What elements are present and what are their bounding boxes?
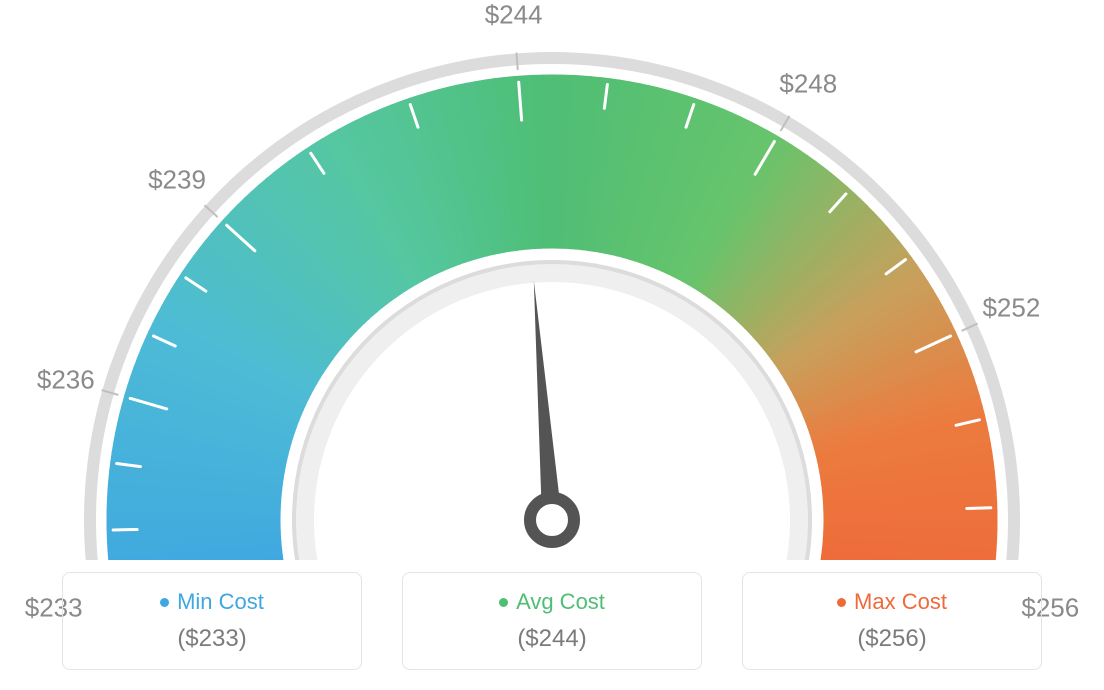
gauge-tick-label: $252 (982, 292, 1040, 323)
legend-card-max: Max Cost ($256) (742, 572, 1042, 670)
legend-card-avg: Avg Cost ($244) (402, 572, 702, 670)
gauge-tick-label: $244 (485, 0, 543, 31)
legend-value-max: ($256) (857, 625, 926, 653)
legend-title-max: Max Cost (837, 589, 947, 615)
legend-title-avg: Avg Cost (499, 589, 605, 615)
legend-value-avg: ($244) (517, 625, 586, 653)
gauge-tick-label: $248 (779, 68, 837, 99)
legend-dot-avg (499, 598, 508, 607)
legend-value-min: ($233) (177, 625, 246, 653)
legend-title-min: Min Cost (160, 589, 264, 615)
legend-label-avg: Avg Cost (516, 589, 605, 615)
legend-card-min: Min Cost ($233) (62, 572, 362, 670)
gauge-tick-label: $236 (37, 364, 95, 395)
legend-dot-min (160, 598, 169, 607)
gauge-chart: $233$236$239$244$248$252$256 (0, 0, 1104, 560)
legend-row: Min Cost ($233) Avg Cost ($244) Max Cost… (0, 572, 1104, 670)
gauge-svg (0, 0, 1104, 560)
legend-dot-max (837, 598, 846, 607)
gauge-tick-label: $239 (148, 165, 206, 196)
legend-label-max: Max Cost (854, 589, 947, 615)
legend-label-min: Min Cost (177, 589, 264, 615)
